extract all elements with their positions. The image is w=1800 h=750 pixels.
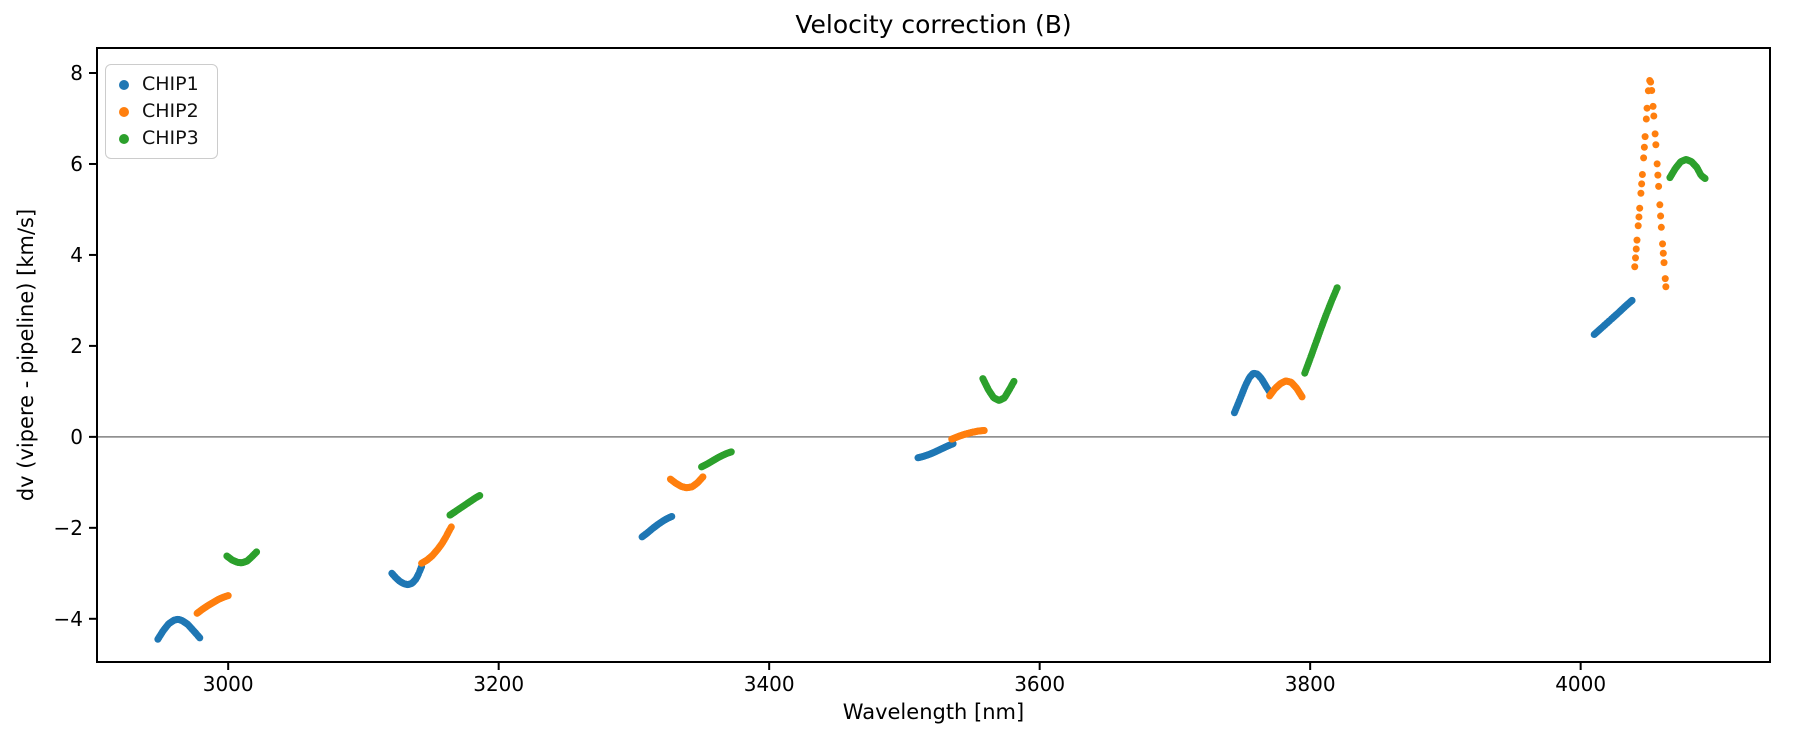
data-point (1659, 240, 1667, 248)
data-point (1632, 254, 1639, 262)
data-point (1640, 143, 1648, 151)
data-point (1657, 223, 1665, 231)
data-point (1657, 212, 1665, 220)
data-point (699, 473, 707, 481)
data-point (980, 427, 988, 434)
y-tick-label: 2 (70, 334, 83, 358)
y-tick-label: 0 (70, 425, 83, 449)
x-tick-label: 3000 (203, 672, 254, 696)
data-point (1010, 377, 1018, 385)
x-tick-label: 3400 (744, 672, 795, 696)
data-point (1634, 222, 1642, 230)
y-tick-label: 4 (70, 243, 83, 267)
data-point (1628, 296, 1636, 304)
data-point (1633, 236, 1641, 244)
data-point (668, 512, 676, 520)
y-tick-label: 8 (70, 61, 83, 85)
data-point (1642, 115, 1650, 123)
data-point (1643, 104, 1651, 112)
data-point (224, 592, 232, 600)
data-point (1655, 182, 1663, 190)
data-point (1656, 201, 1664, 209)
data-point (1659, 249, 1667, 257)
data-point (1635, 213, 1643, 221)
x-tick-label: 3800 (1285, 672, 1336, 696)
data-point (1649, 102, 1657, 110)
chart-title: Velocity correction (B) (795, 10, 1072, 39)
legend-entry-chip1: CHIP1 (119, 75, 199, 94)
data-point (1662, 283, 1670, 291)
data-point (1631, 263, 1639, 271)
data-point (1647, 78, 1655, 86)
y-tick-label: −2 (54, 516, 83, 540)
data-point (1701, 175, 1709, 183)
legend-entry-chip3: CHIP3 (119, 129, 199, 148)
plot-border (96, 47, 1771, 663)
data-point (1648, 87, 1656, 95)
data-point (1652, 141, 1660, 149)
legend-label-chip2: CHIP2 (142, 100, 199, 122)
data-point (1660, 259, 1668, 267)
data-point (1632, 245, 1640, 253)
series-chip3 (223, 156, 1709, 567)
y-axis-label: dv (vipere - pipeline) [km/s] (14, 208, 38, 502)
data-point (1661, 275, 1669, 283)
legend-label-chip1: CHIP1 (142, 73, 199, 95)
legend-entry-chip2: CHIP2 (119, 102, 199, 121)
chip1-marker-icon (119, 79, 129, 90)
data-point (1638, 180, 1646, 188)
data-point (1651, 130, 1659, 138)
data-point (1653, 160, 1661, 168)
legend-box: CHIP1 CHIP2 CHIP3 (105, 64, 218, 159)
data-point (253, 548, 261, 556)
x-tick-label: 3200 (473, 672, 524, 696)
y-tick-label: −4 (54, 607, 83, 631)
series-chip2 (193, 77, 1670, 617)
x-axis-label: Wavelength [nm] (842, 700, 1025, 724)
y-tick-label: 6 (70, 152, 83, 176)
data-point (727, 448, 735, 456)
data-point (1654, 171, 1662, 179)
data-point (1333, 284, 1341, 292)
data-point (1641, 133, 1649, 141)
data-point (1640, 154, 1648, 162)
series-chip1 (154, 296, 1636, 643)
data-point (476, 492, 484, 500)
data-point (1637, 189, 1645, 197)
chip3-marker-icon (119, 133, 129, 144)
data-point (1650, 112, 1658, 120)
x-tick-label: 3600 (1014, 672, 1065, 696)
data-point (447, 523, 455, 531)
data-point (1636, 204, 1644, 212)
data-point (1638, 171, 1646, 178)
legend-label-chip3: CHIP3 (142, 127, 199, 149)
x-tick-label: 4000 (1555, 672, 1606, 696)
chip2-marker-icon (119, 106, 129, 117)
data-point (1298, 393, 1306, 401)
data-point (196, 634, 204, 642)
